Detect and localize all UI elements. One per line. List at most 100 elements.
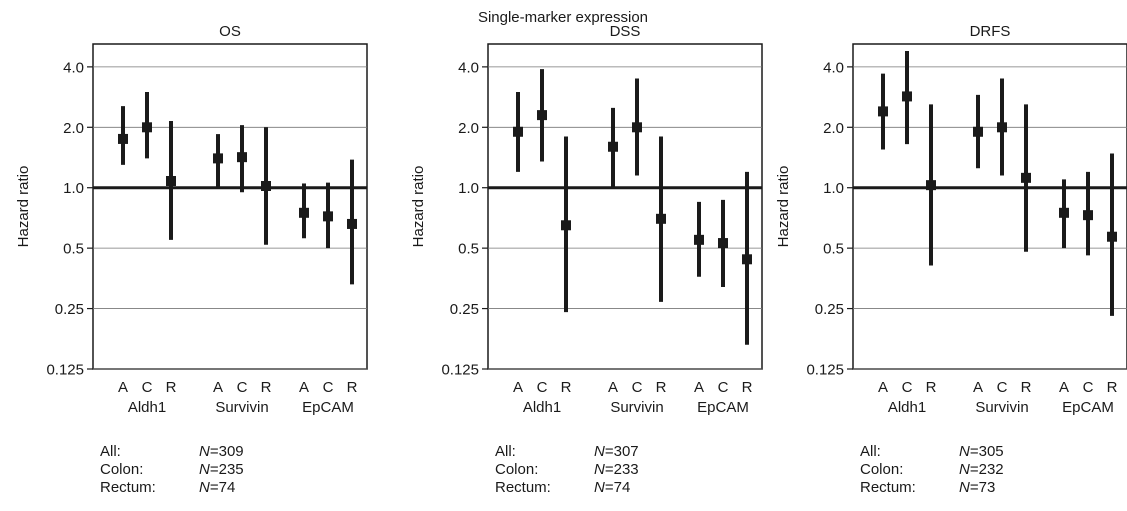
x-subgroup-label: R — [261, 379, 272, 396]
x-group-label: EpCAM — [302, 399, 354, 416]
y-tick-label: 2.0 — [63, 120, 84, 137]
count-label: All: — [860, 443, 881, 460]
count-label: Rectum: — [100, 479, 156, 496]
count-value: N=73 — [959, 479, 995, 496]
y-tick-label: 0.5 — [823, 241, 844, 258]
x-subgroup-label: A — [878, 379, 888, 396]
y-tick-label: 0.25 — [55, 301, 84, 318]
count-label: All: — [495, 443, 516, 460]
hr-marker-survivin-r — [656, 213, 666, 224]
x-subgroup-label: A — [608, 379, 618, 396]
hr-marker-survivin-a — [213, 153, 223, 164]
count-value: N=232 — [959, 461, 1004, 478]
count-n-symbol: N — [959, 479, 970, 496]
count-value: N=74 — [594, 479, 630, 496]
hr-marker-aldh1-r — [926, 180, 936, 191]
count-n-value: =305 — [970, 443, 1004, 460]
x-group-label: Aldh1 — [128, 399, 166, 416]
hr-marker-epcam-r — [1107, 231, 1117, 242]
y-tick-label: 0.25 — [450, 301, 479, 318]
plot-frame — [852, 43, 1127, 370]
plot-frame — [487, 43, 763, 370]
figure-suptitle: Single-marker expression — [478, 9, 648, 26]
x-subgroup-label: R — [1021, 379, 1032, 396]
y-tick-label: 1.0 — [458, 180, 479, 197]
x-group-label: Survivin — [215, 399, 268, 416]
count-value: N=309 — [199, 443, 244, 460]
y-tick-label: 0.25 — [815, 301, 844, 318]
count-value: N=307 — [594, 443, 639, 460]
hr-marker-aldh1-r — [561, 220, 571, 231]
hr-marker-survivin-a — [973, 126, 983, 137]
panel-title: DRFS — [970, 23, 1011, 40]
x-subgroup-label: C — [537, 379, 548, 396]
hr-marker-survivin-c — [632, 122, 642, 133]
count-n-symbol: N — [959, 443, 970, 460]
y-axis-label: Hazard ratio — [775, 166, 792, 248]
hr-marker-survivin-r — [261, 180, 271, 191]
count-n-symbol: N — [959, 461, 970, 478]
hr-marker-survivin-a — [608, 141, 618, 152]
count-label: Colon: — [495, 461, 538, 478]
x-group-label: EpCAM — [697, 399, 749, 416]
x-group-label: Aldh1 — [523, 399, 561, 416]
count-label: Colon: — [860, 461, 903, 478]
hr-marker-epcam-c — [323, 211, 333, 222]
x-subgroup-label: R — [926, 379, 937, 396]
x-subgroup-label: A — [1059, 379, 1069, 396]
hr-marker-aldh1-a — [513, 126, 523, 137]
count-n-symbol: N — [594, 461, 605, 478]
x-subgroup-label: A — [513, 379, 523, 396]
hr-marker-epcam-r — [347, 218, 357, 229]
hr-marker-survivin-r — [1021, 172, 1031, 183]
x-subgroup-label: C — [1083, 379, 1094, 396]
x-group-label: EpCAM — [1062, 399, 1114, 416]
count-label: Rectum: — [495, 479, 551, 496]
x-subgroup-label: C — [718, 379, 729, 396]
y-tick-label: 2.0 — [458, 120, 479, 137]
count-value: N=305 — [959, 443, 1004, 460]
count-n-symbol: N — [199, 443, 210, 460]
x-subgroup-label: C — [997, 379, 1008, 396]
hr-marker-epcam-a — [1059, 207, 1069, 218]
count-label: Rectum: — [860, 479, 916, 496]
y-tick-label: 1.0 — [63, 180, 84, 197]
count-n-symbol: N — [199, 461, 210, 478]
count-label: Colon: — [100, 461, 143, 478]
x-subgroup-label: A — [694, 379, 704, 396]
count-value: N=233 — [594, 461, 639, 478]
x-subgroup-label: C — [632, 379, 643, 396]
count-n-value: =74 — [210, 479, 235, 496]
x-subgroup-label: C — [237, 379, 248, 396]
x-subgroup-label: R — [1107, 379, 1118, 396]
y-tick-label: 4.0 — [63, 59, 84, 76]
x-group-label: Aldh1 — [888, 399, 926, 416]
x-subgroup-label: C — [902, 379, 913, 396]
panel-title: OS — [219, 23, 241, 40]
y-tick-label: 0.125 — [441, 362, 479, 379]
y-tick-label: 4.0 — [823, 59, 844, 76]
count-label: All: — [100, 443, 121, 460]
count-n-value: =74 — [605, 479, 630, 496]
count-n-symbol: N — [594, 479, 605, 496]
count-n-value: =235 — [210, 461, 244, 478]
y-axis-label: Hazard ratio — [15, 166, 32, 248]
hr-marker-survivin-c — [997, 122, 1007, 133]
plot-frame — [92, 43, 368, 370]
x-group-label: Survivin — [610, 399, 663, 416]
x-subgroup-label: A — [299, 379, 309, 396]
panel-title: DSS — [610, 23, 641, 40]
y-tick-label: 0.125 — [46, 362, 84, 379]
count-n-symbol: N — [594, 443, 605, 460]
hr-marker-epcam-c — [718, 238, 728, 249]
x-subgroup-label: A — [213, 379, 223, 396]
count-n-value: =73 — [970, 479, 995, 496]
y-tick-label: 1.0 — [823, 180, 844, 197]
hr-marker-aldh1-r — [166, 176, 176, 187]
hr-marker-aldh1-c — [142, 122, 152, 133]
